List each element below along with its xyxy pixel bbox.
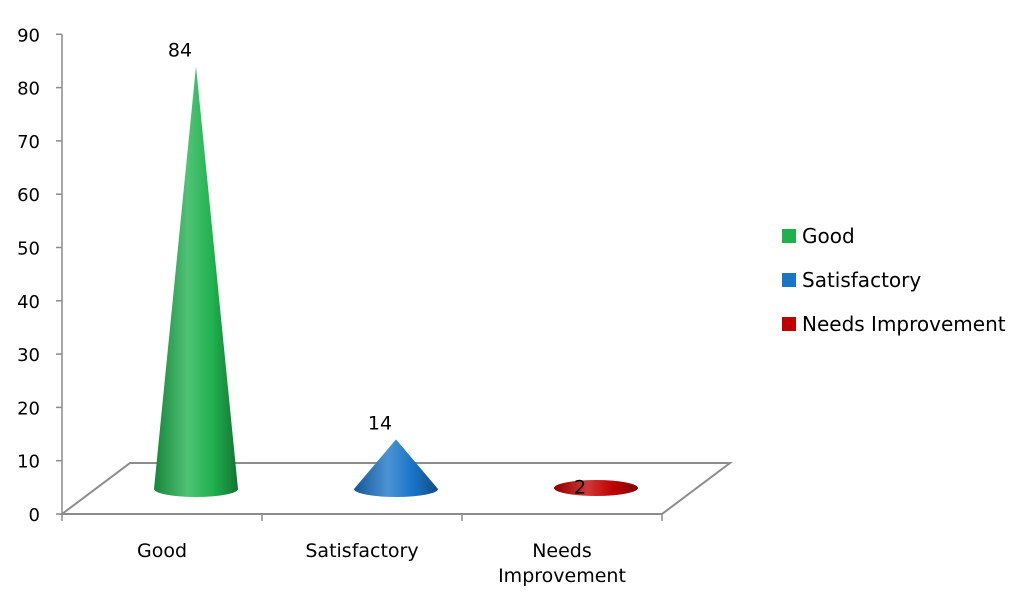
cone-bar-3 <box>554 480 638 496</box>
y-tick-label: 90 <box>17 25 40 46</box>
y-tick-label: 60 <box>17 185 40 206</box>
legend-label: Needs Improvement <box>802 312 1006 336</box>
x-axis: Good Satisfactory Needs Improvement <box>61 514 663 587</box>
plot-area <box>154 66 638 497</box>
legend-item: Satisfactory <box>782 268 921 292</box>
cone-bar-1 <box>154 66 238 497</box>
legend-item: Needs Improvement <box>782 312 1006 336</box>
legend: Good Satisfactory Needs Improvement <box>782 224 1006 336</box>
legend-label: Good <box>802 224 855 248</box>
data-label: 84 <box>168 39 192 61</box>
legend-item: Good <box>782 224 855 248</box>
legend-swatch <box>782 229 796 243</box>
cone-body <box>154 66 238 497</box>
data-labels: 84 14 2 <box>168 39 586 498</box>
y-tick-label: 30 <box>17 345 40 366</box>
y-tick-label: 0 <box>29 505 40 526</box>
y-tick-label: 50 <box>17 239 40 260</box>
x-tick-label: Needs Improvement <box>498 540 626 587</box>
y-tick-label: 20 <box>17 398 40 419</box>
legend-label: Satisfactory <box>802 268 921 292</box>
x-tick-label: Satisfactory <box>305 540 418 562</box>
cone-body <box>354 439 438 497</box>
cone-bar-2 <box>354 439 438 497</box>
legend-swatch <box>782 273 796 287</box>
y-tick-label: 40 <box>17 292 40 313</box>
cone-body <box>554 480 638 496</box>
x-tick-label: Good <box>137 540 187 562</box>
y-tick-label: 70 <box>17 132 40 153</box>
y-tick-label: 80 <box>17 79 40 100</box>
data-label: 2 <box>574 476 586 498</box>
y-axis: 0 10 20 30 40 50 60 70 80 90 <box>17 25 63 526</box>
y-tick-label: 10 <box>17 452 40 473</box>
data-label: 14 <box>368 412 392 434</box>
legend-swatch <box>782 317 796 331</box>
